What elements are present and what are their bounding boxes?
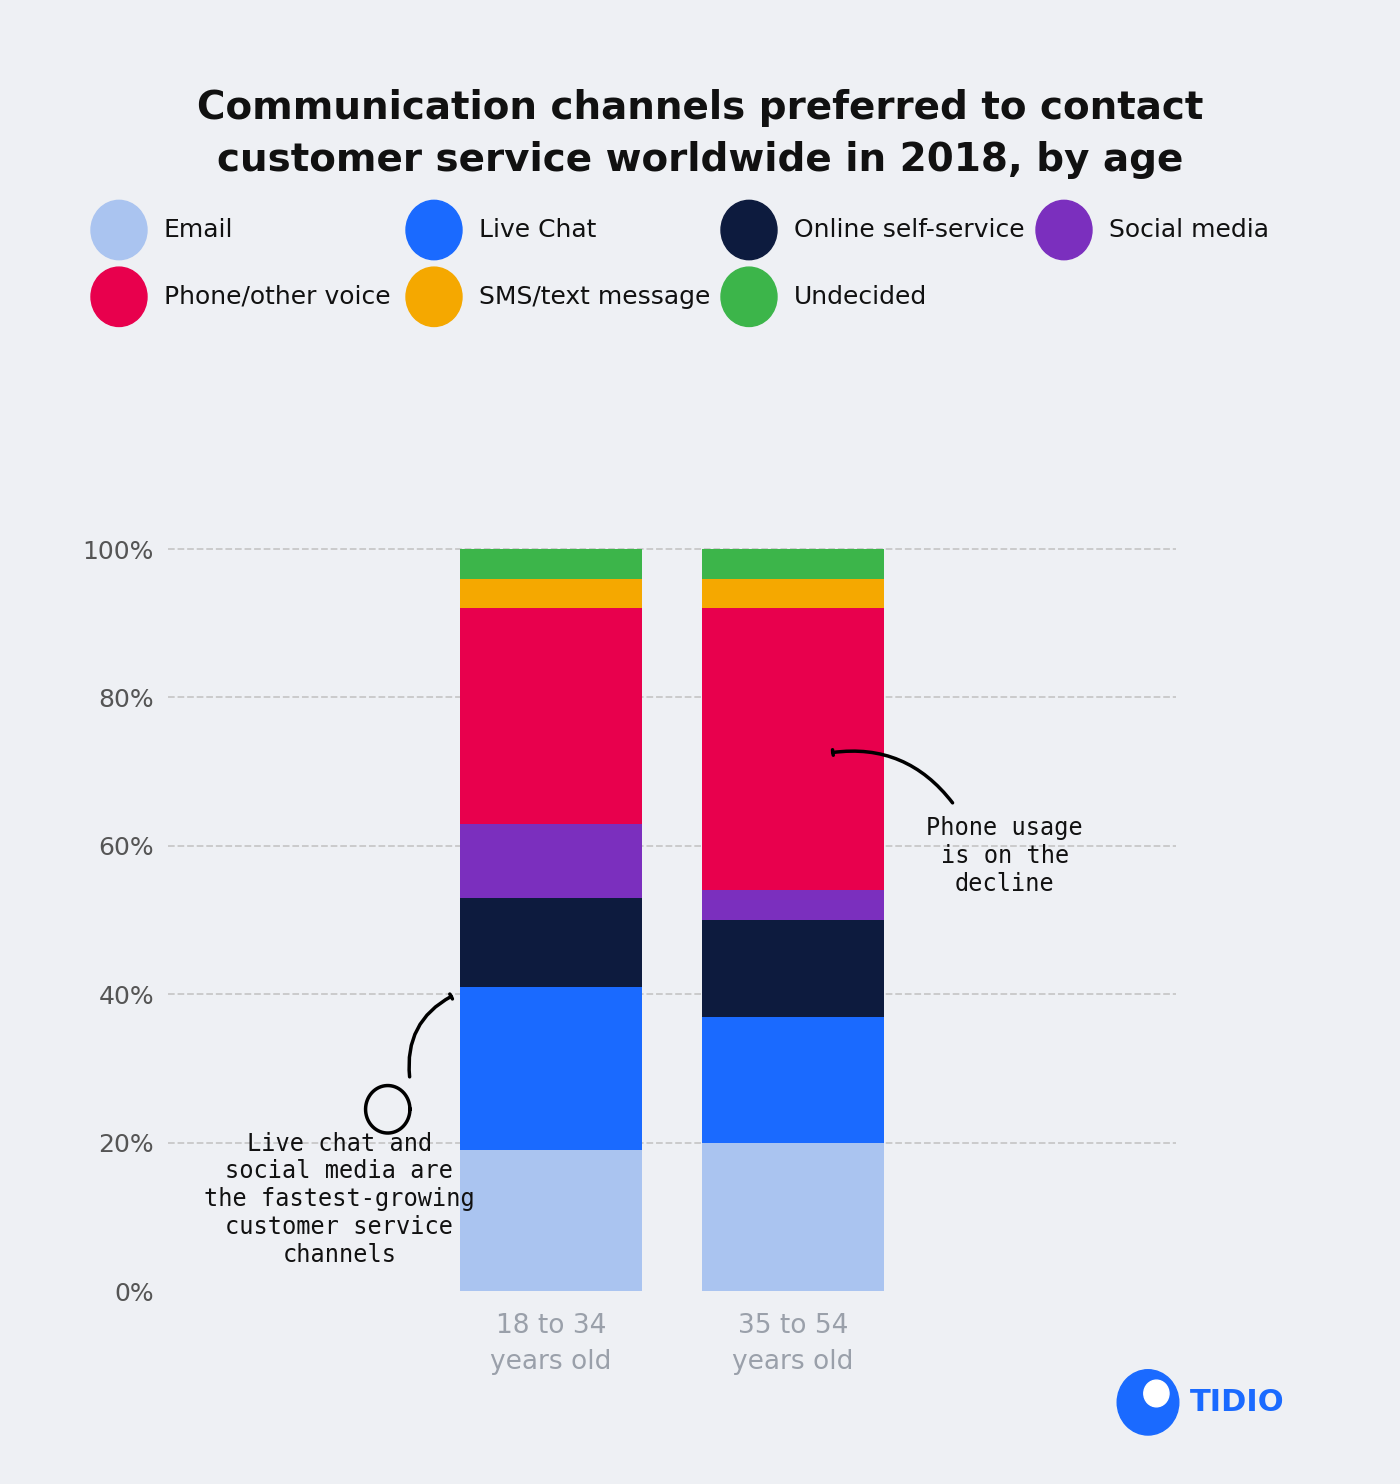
Bar <box>703 890 883 920</box>
Bar <box>461 579 641 608</box>
Text: SMS/text message: SMS/text message <box>479 285 710 309</box>
Text: Live Chat: Live Chat <box>479 218 596 242</box>
Bar <box>461 1150 641 1291</box>
Text: Email: Email <box>164 218 234 242</box>
Text: Phone/other voice: Phone/other voice <box>164 285 391 309</box>
Text: Phone usage
is on the
decline: Phone usage is on the decline <box>927 816 1084 896</box>
Text: Live chat and
social media are
the fastest-growing
customer service
channels: Live chat and social media are the faste… <box>204 1131 475 1267</box>
Bar <box>461 549 641 579</box>
Bar <box>461 824 641 898</box>
Bar <box>461 987 641 1150</box>
Text: TIDIO: TIDIO <box>1190 1388 1285 1417</box>
Bar <box>703 608 883 890</box>
Text: Online self-service: Online self-service <box>794 218 1025 242</box>
Text: Communication channels preferred to contact
customer service worldwide in 2018, : Communication channels preferred to cont… <box>197 89 1203 178</box>
Text: Undecided: Undecided <box>794 285 927 309</box>
Bar <box>703 1143 883 1291</box>
Bar <box>461 898 641 987</box>
Bar <box>703 920 883 1017</box>
Bar <box>703 579 883 608</box>
Bar <box>461 608 641 824</box>
Bar <box>703 1017 883 1143</box>
Text: Social media: Social media <box>1109 218 1268 242</box>
Bar <box>703 549 883 579</box>
